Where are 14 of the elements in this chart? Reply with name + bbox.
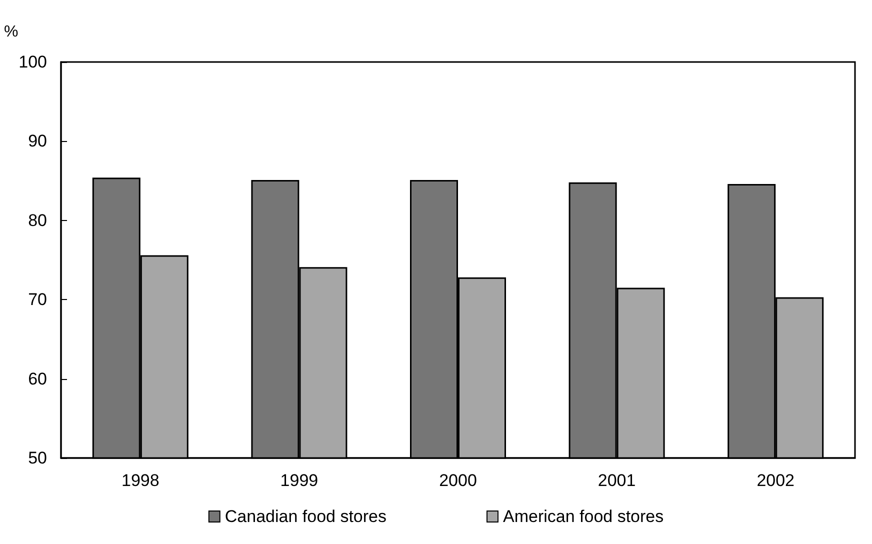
legend-label: Canadian food stores	[224, 507, 386, 526]
legend-label: American food stores	[502, 507, 664, 526]
x-tick-label: 2001	[598, 471, 636, 490]
x-tick-label: 1999	[280, 471, 318, 490]
y-tick-label: 60	[28, 369, 47, 388]
x-tick-label: 2002	[756, 471, 795, 490]
y-axis-title: %	[4, 24, 18, 40]
y-tick-label: 90	[28, 132, 47, 151]
x-tick-label: 2000	[439, 471, 477, 490]
y-tick-label: 70	[28, 290, 47, 310]
y-tick-label: 100	[18, 52, 47, 72]
y-tick-label: 80	[28, 210, 47, 230]
y-tick-label: 50	[28, 448, 47, 468]
x-tick-label: 1998	[121, 471, 160, 490]
